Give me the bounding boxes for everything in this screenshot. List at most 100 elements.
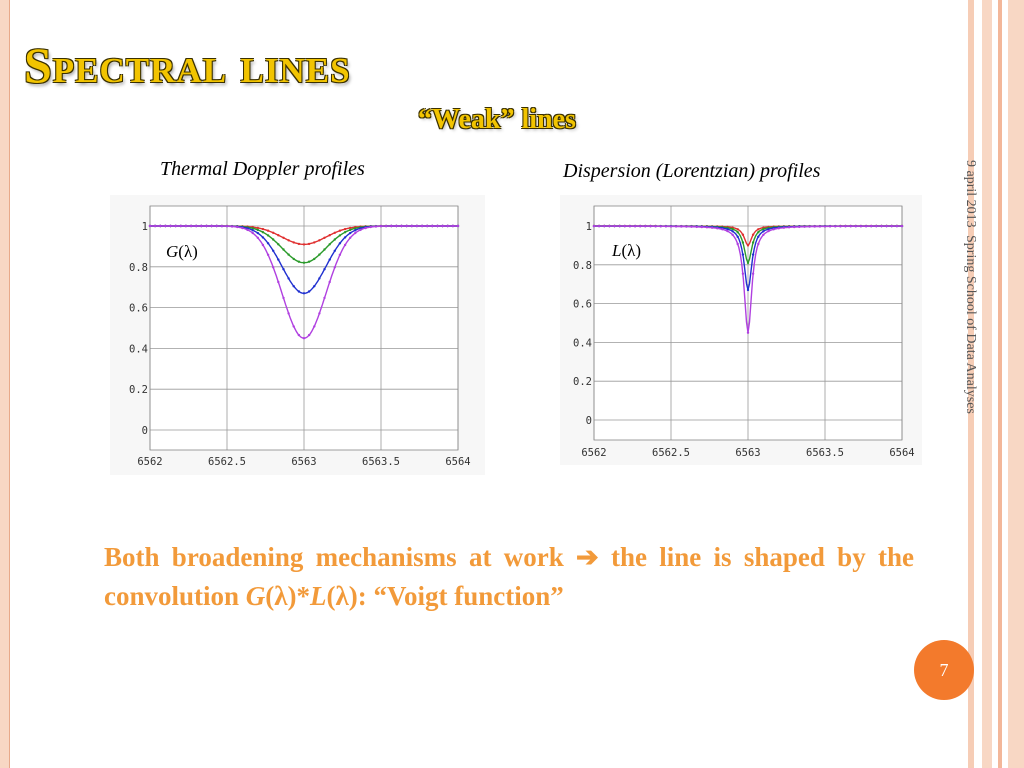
profile-point: [680, 225, 683, 228]
profile-point: [277, 234, 280, 237]
profile-point: [741, 241, 745, 244]
profile-point: [731, 230, 734, 233]
profile-point: [349, 231, 352, 235]
profile-point: [266, 242, 270, 245]
y-tick-label: 0.4: [573, 337, 592, 349]
profile-point: [782, 226, 786, 229]
profile-point: [895, 224, 899, 228]
profile-point: [721, 228, 724, 231]
profile-point: [328, 234, 331, 237]
profile-point: [343, 227, 347, 231]
profile-point: [302, 292, 306, 295]
profile-point: [410, 224, 413, 228]
profile-point: [597, 224, 601, 228]
profile-point: [333, 231, 336, 234]
profile-point: [153, 224, 157, 228]
profile-point: [200, 224, 203, 228]
y-tick-label: 0.8: [129, 262, 148, 274]
profile-point: [674, 225, 678, 228]
y-tick-label: 0.6: [573, 299, 592, 311]
profile-point: [813, 225, 816, 228]
profile-point: [333, 266, 336, 269]
profile-point: [343, 243, 347, 247]
doppler-profile-chart: 1 0.8 0.6 0.4 0.2 0 6562 6562.5 6563 6563.5 6564 G…: [110, 195, 485, 475]
profile-point: [307, 333, 311, 337]
curve-label: L(λ): [611, 241, 641, 260]
profile-point: [736, 235, 739, 238]
profile-point: [195, 224, 198, 228]
y-tick-label: 0: [142, 425, 148, 437]
slide-title: Spectral lines: [24, 37, 351, 93]
profile-point: [292, 241, 295, 244]
profile-point: [302, 337, 306, 340]
profile-point: [885, 224, 888, 228]
profile-point: [272, 266, 275, 269]
profile-point: [349, 236, 352, 239]
profile-point: [456, 224, 460, 228]
profile-point: [818, 225, 822, 228]
profile-point: [349, 226, 352, 230]
profile-point: [628, 225, 632, 228]
profile-point: [256, 236, 259, 239]
profile-point: [174, 224, 177, 228]
profile-point: [189, 224, 193, 228]
profile-point: [307, 260, 311, 263]
profile-point: [359, 228, 362, 232]
profile-point: [292, 325, 295, 328]
profile-point: [297, 260, 301, 263]
y-tick-label: 1: [586, 221, 592, 233]
profile-point: [318, 239, 321, 242]
profile-point: [741, 233, 745, 236]
profile-point: [608, 224, 611, 228]
profile-point: [705, 226, 709, 229]
profile-point: [762, 233, 765, 236]
y-tick-label: 0: [586, 415, 592, 427]
profile-point: [767, 229, 770, 233]
profile-point: [751, 241, 755, 244]
profile-point: [762, 230, 765, 233]
x-tick-label: 6563: [291, 456, 316, 468]
profile-point: [333, 249, 336, 252]
profile-point: [772, 228, 775, 231]
profile-point: [741, 272, 745, 275]
profile-point: [164, 224, 167, 228]
profile-point: [384, 224, 388, 228]
y-tick-label: 0.2: [573, 376, 592, 388]
profile-point: [328, 280, 331, 284]
profile-point: [251, 231, 254, 235]
profile-point: [603, 224, 606, 228]
x-tick-label: 6563.5: [362, 456, 400, 468]
profile-point: [436, 224, 439, 228]
profile-point: [169, 224, 172, 228]
y-tick-label: 1: [142, 221, 148, 233]
x-tick-label: 6563.5: [806, 447, 844, 459]
profile-point: [762, 227, 765, 231]
profile-point: [859, 225, 863, 228]
profile-point: [210, 224, 213, 228]
profile-point: [700, 225, 703, 229]
profile-point: [751, 233, 755, 236]
profile-point: [880, 224, 883, 228]
profile-point: [803, 225, 806, 228]
chart-caption-lorentzian: Dispersion (Lorentzian) profiles: [563, 160, 821, 182]
profile-point: [323, 248, 326, 251]
profile-point: [736, 231, 739, 234]
profile-point: [277, 280, 280, 284]
profile-point: [287, 239, 290, 242]
profile-point: [828, 225, 832, 228]
profile-point: [261, 231, 265, 234]
profile-point: [272, 249, 275, 252]
y-tick-label: 0.6: [129, 303, 148, 315]
profile-point: [726, 227, 729, 231]
profile-point: [364, 226, 367, 230]
profile-point: [287, 277, 290, 280]
profile-point: [318, 277, 321, 280]
profile-point: [333, 238, 336, 241]
arrow-right-icon: ➔: [576, 542, 599, 572]
profile-point: [420, 224, 424, 228]
profile-point: [266, 229, 270, 232]
profile-point: [793, 225, 796, 229]
profile-point: [282, 236, 285, 239]
profile-point: [328, 258, 331, 261]
profile-point: [354, 229, 357, 232]
